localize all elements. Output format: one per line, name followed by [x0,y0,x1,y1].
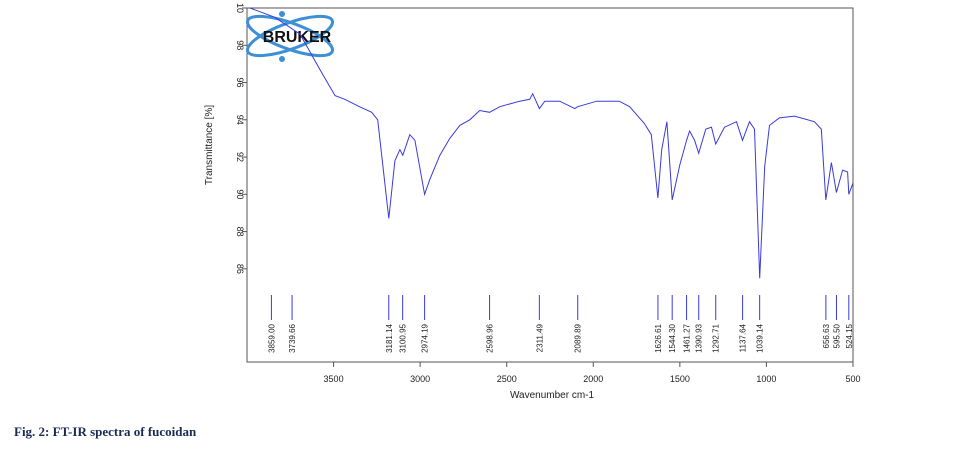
caption: Fig. 2: FT-IR spectra of fucoidan [14,424,197,439]
y-axis-label: Transmittance [%] [204,105,215,185]
peak-label: 3739.66 [288,323,297,352]
x-tick-label: 3500 [324,374,344,384]
peak-label: 3181.14 [385,323,394,352]
peak-label: 1544.30 [668,323,677,352]
y-tick-label: 90 [235,189,245,199]
x-tick-label: 3000 [410,374,430,384]
plot-frame [246,7,854,363]
peak-label: 2974.19 [421,323,430,352]
peak-label: 1626.61 [654,323,663,352]
spectrum-line [249,7,854,279]
logo-text: BRUKER [263,29,332,46]
x-tick-label: 2500 [497,374,517,384]
x-axis-label: Wavenumber cm-1 [510,390,595,401]
y-tick-label: 88 [235,227,245,237]
peak-label: 1461.27 [683,323,692,352]
peak-label: 595.50 [832,323,841,348]
peak-label: 1292.71 [712,323,721,352]
y-tick-label: 98 [235,40,245,50]
y-tick-label: 96 [235,78,245,88]
peak-label: 2311.49 [535,323,544,352]
peak-label: 2598.96 [486,323,495,352]
peak-label: 1390.93 [695,323,704,352]
peak-label: 2089.89 [574,323,583,352]
y-tick-label: 92 [235,152,245,162]
y-tick-label: 86 [235,264,245,274]
x-tick-label: 1000 [756,374,776,384]
peak-label: 1039.14 [756,323,765,352]
y-tick-label: 10 [235,3,245,13]
peak-label: 3100.95 [399,323,408,352]
peak-label: 1137.64 [739,323,748,352]
x-tick-label: 1500 [670,374,690,384]
x-tick-label: 2000 [583,374,603,384]
logo: BRUKER [245,11,335,62]
peak-label: 3859.00 [267,323,276,352]
x-tick-label: 500 [845,374,860,384]
y-tick-label: 94 [235,115,245,125]
peak-label: 524.15 [845,323,854,348]
peak-label: 656.63 [822,323,831,348]
